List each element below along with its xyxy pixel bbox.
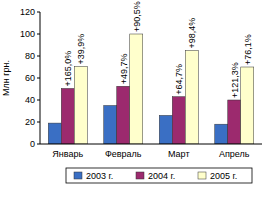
legend-swatch xyxy=(136,172,144,179)
bar xyxy=(130,34,143,144)
y-tick-label: 120 xyxy=(20,7,35,17)
annotation: +39,9% xyxy=(76,34,86,65)
legend-box xyxy=(66,168,252,183)
legend-swatch xyxy=(198,172,206,179)
bar xyxy=(117,86,130,144)
annotation: +90,5% xyxy=(132,1,142,32)
legend-label: 2005 г. xyxy=(210,171,237,181)
annotation: +64,7% xyxy=(174,64,184,95)
legend-label: 2004 г. xyxy=(148,171,175,181)
chart-svg: Млн грн. 0 20 40 60 80 100 120 +165,0% +49,7% +64,… xyxy=(0,0,270,200)
bar xyxy=(159,115,172,144)
x-tick-label: Январь xyxy=(52,149,83,159)
annotation: +76,1% xyxy=(243,34,253,65)
annotation: +98,4% xyxy=(187,18,197,49)
bar xyxy=(185,51,198,145)
annotation: +121,3% xyxy=(230,62,240,98)
bars xyxy=(48,34,254,144)
chart-container: Млн грн. 0 20 40 60 80 100 120 +165,0% +49,7% +64,… xyxy=(0,0,270,200)
x-axis xyxy=(40,144,262,145)
x-tick-label: Февраль xyxy=(105,149,142,159)
annotation: +165,0% xyxy=(63,51,73,87)
y-tick-label: 80 xyxy=(25,51,35,61)
x-tick-label: Март xyxy=(168,149,190,159)
annotations: +165,0% +49,7% +64,7% +121,3% +39,9% +90,5% +9… xyxy=(63,1,253,98)
bar xyxy=(215,124,228,144)
bar xyxy=(74,66,87,144)
x-tick-label: Апрель xyxy=(219,149,250,159)
legend: 2003 г. 2004 г. 2005 г. xyxy=(66,168,252,183)
bar xyxy=(61,88,74,144)
y-axis xyxy=(40,12,41,144)
bar xyxy=(228,100,241,144)
bar xyxy=(48,123,61,144)
y-tick-label: 60 xyxy=(25,73,35,83)
y-tick-label: 0 xyxy=(30,139,35,149)
bar xyxy=(172,97,185,144)
bar xyxy=(241,67,254,144)
y-axis-label: Млн грн. xyxy=(1,60,11,96)
annotation: +49,7% xyxy=(119,53,129,84)
y-tick-label: 40 xyxy=(25,95,35,105)
y-tick-label: 20 xyxy=(25,117,35,127)
y-tick-label: 100 xyxy=(20,29,35,39)
bar xyxy=(104,106,117,145)
legend-swatch xyxy=(74,172,82,179)
legend-label: 2003 г. xyxy=(86,171,113,181)
